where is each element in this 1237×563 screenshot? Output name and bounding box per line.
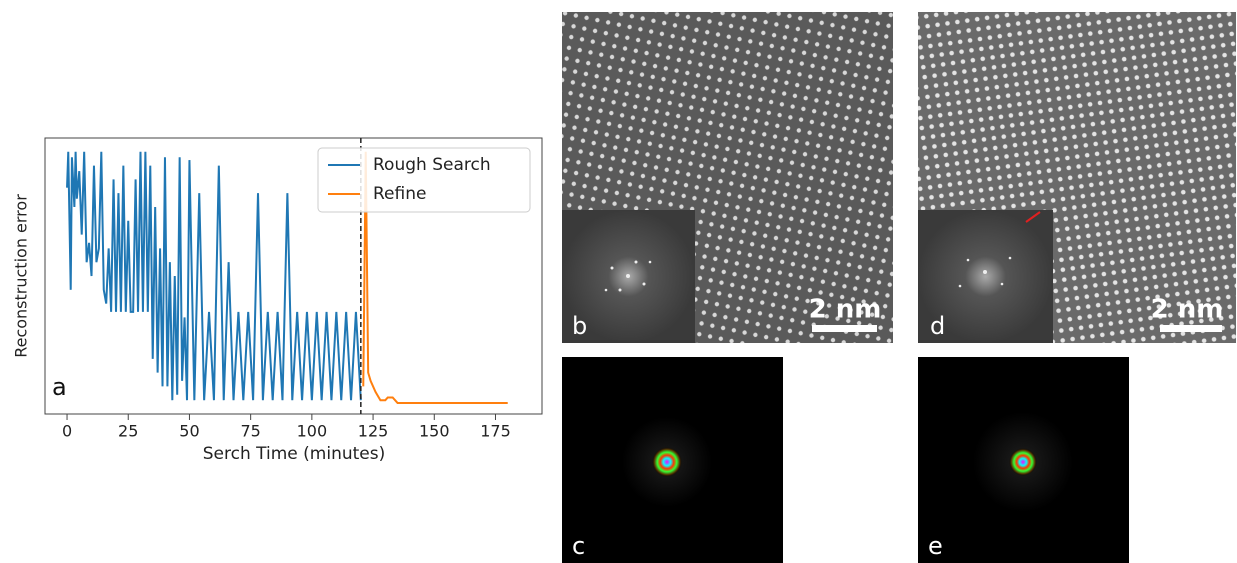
- series-line: [67, 152, 361, 400]
- scale-bar-label: 2 nm: [1151, 295, 1224, 325]
- x-tick-label: 0: [62, 422, 72, 441]
- legend-label: Rough Search: [373, 155, 491, 175]
- x-tick-label: 100: [297, 422, 328, 441]
- x-tick-label: 125: [358, 422, 389, 441]
- x-tick-label: 150: [419, 422, 450, 441]
- panel-label: a: [52, 373, 67, 401]
- chart: Serch Time (minutes) Reconstruction erro…: [12, 138, 543, 464]
- x-tick-label: 175: [480, 422, 511, 441]
- x-tick-label: 25: [118, 422, 138, 441]
- scale-bar-label: 2 nm: [809, 295, 882, 325]
- scale-bar: [812, 325, 877, 332]
- probe: [652, 447, 682, 477]
- panel-label: e: [928, 532, 943, 560]
- panel-label: b: [572, 312, 587, 340]
- panel-label: c: [572, 532, 585, 560]
- panel-label: d: [930, 312, 945, 340]
- probe: [1009, 448, 1037, 476]
- scale-bar: [1160, 325, 1222, 332]
- x-axis-label: Serch Time (minutes): [203, 444, 385, 464]
- x-tick-label: 75: [240, 422, 260, 441]
- legend-label: Refine: [373, 184, 426, 204]
- figure: 2 nm b 2 nm d c e Serch Time (minutes) R…: [0, 0, 1237, 563]
- y-axis-label: Reconstruction error: [12, 194, 31, 358]
- x-tick-label: 50: [179, 422, 199, 441]
